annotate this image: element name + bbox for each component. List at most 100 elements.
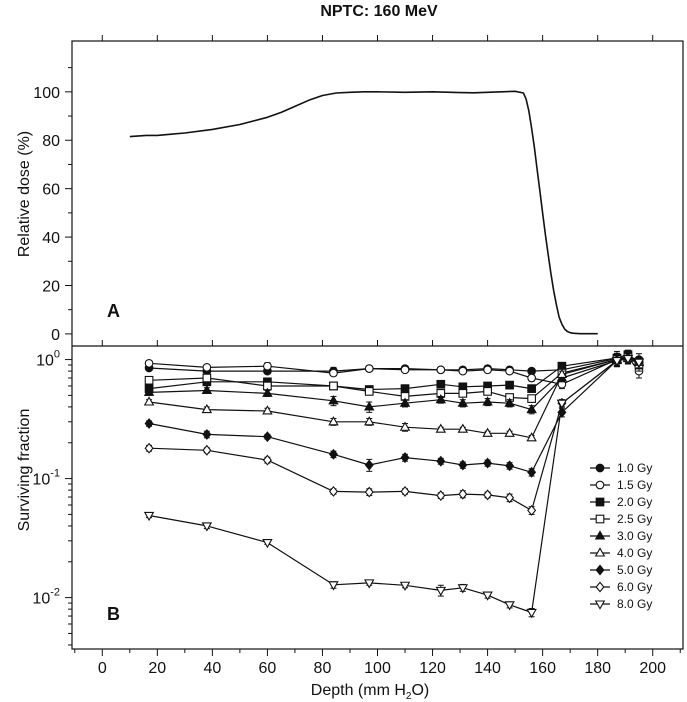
data-point <box>201 522 213 532</box>
panel-a-plot <box>129 90 598 335</box>
data-point <box>364 486 374 498</box>
y-tick-label-a: 100 <box>33 85 60 102</box>
data-point <box>483 365 492 375</box>
data-point <box>328 485 338 497</box>
data-point <box>328 416 339 426</box>
data-point <box>458 488 468 500</box>
legend-marker <box>595 497 605 507</box>
y-tick-base: 10 <box>32 472 50 489</box>
legend-marker <box>595 463 605 473</box>
y-tick-label-b: 10-2 <box>32 587 60 608</box>
legend-marker <box>595 480 605 490</box>
data-point <box>363 579 375 589</box>
data-point <box>504 427 515 437</box>
data-point <box>262 405 273 415</box>
y-tick-exponent: -1 <box>50 468 60 480</box>
legend-label: 3.0 Gy <box>617 529 652 543</box>
data-point <box>505 492 515 504</box>
data-point <box>399 397 411 407</box>
data-point <box>435 586 447 597</box>
data-point <box>201 403 213 414</box>
y-tick-label-b: 10-1 <box>32 468 60 489</box>
x-tick-label: 60 <box>259 660 277 677</box>
data-point <box>202 363 212 372</box>
data-point <box>144 418 154 430</box>
y-tick-exponent: -2 <box>50 587 60 599</box>
data-point <box>435 423 447 433</box>
data-point <box>400 384 410 393</box>
series-1-5-gy <box>144 351 644 390</box>
x-tick-label: 120 <box>419 660 446 677</box>
data-point <box>483 489 493 501</box>
data-point <box>504 397 515 407</box>
panel-a-label: A <box>107 301 120 321</box>
x-tick-label: 200 <box>639 660 666 677</box>
data-point <box>399 581 411 591</box>
data-point <box>482 591 493 601</box>
data-point <box>527 384 536 393</box>
data-point <box>144 442 154 454</box>
data-point <box>526 432 537 442</box>
data-point <box>400 365 410 375</box>
legend-label: 1.0 Gy <box>617 461 652 475</box>
y-tick-label-a: 60 <box>42 182 60 199</box>
panel-b-plot <box>143 349 645 619</box>
legend-marker <box>595 514 605 524</box>
data-point <box>202 373 212 383</box>
data-point <box>504 601 515 611</box>
data-point <box>527 373 536 383</box>
data-point <box>329 368 338 378</box>
data-point <box>482 396 493 406</box>
data-point <box>143 386 155 396</box>
data-point <box>143 511 155 522</box>
data-point <box>329 381 338 391</box>
data-point <box>202 444 212 456</box>
data-point <box>400 485 410 497</box>
series-3-0-gy <box>143 351 645 415</box>
y-tick-label-a: 40 <box>42 230 60 247</box>
data-point <box>633 358 645 368</box>
data-point <box>505 380 514 390</box>
data-point <box>262 431 272 443</box>
data-point <box>263 361 272 371</box>
x-tick-label: 100 <box>364 660 391 677</box>
series-8-0-gy <box>143 353 645 619</box>
data-point <box>399 421 411 431</box>
legend-label: 1.5 Gy <box>617 478 652 492</box>
data-point <box>364 459 374 471</box>
data-point <box>262 539 273 549</box>
x-axis-label: Depth (mm H2O) <box>311 682 429 702</box>
x-tick-label: 180 <box>584 660 611 677</box>
data-point <box>505 366 514 376</box>
data-point <box>611 357 623 367</box>
y-tick-exponent: 0 <box>54 349 60 361</box>
data-point <box>458 459 468 471</box>
data-point <box>435 393 447 404</box>
figure-title: NPTC: 160 MeV <box>320 3 438 20</box>
y-tick-label-a: 0 <box>51 327 60 344</box>
y-tick-base: 10 <box>32 591 50 608</box>
data-point <box>364 387 374 396</box>
x-tick-label: 0 <box>98 660 107 677</box>
legend-marker <box>594 600 606 610</box>
data-point <box>202 428 212 440</box>
data-point <box>436 490 446 502</box>
data-point <box>526 608 537 619</box>
data-point <box>400 452 410 464</box>
data-point <box>483 457 493 469</box>
data-point <box>436 379 446 389</box>
data-point <box>363 416 375 426</box>
panel-a-axes: 0 20 40 60 80 100 <box>33 35 654 346</box>
y-tick-label-a: 20 <box>42 278 60 295</box>
data-point <box>458 366 468 376</box>
data-point <box>457 423 469 433</box>
y-tick-label-b: 100 <box>36 349 60 370</box>
data-point <box>556 368 568 378</box>
legend-label: 8.0 Gy <box>617 597 652 611</box>
data-point <box>527 504 537 516</box>
data-point <box>527 394 536 403</box>
data-point <box>363 401 375 411</box>
legend-label: 6.0 Gy <box>617 580 652 594</box>
